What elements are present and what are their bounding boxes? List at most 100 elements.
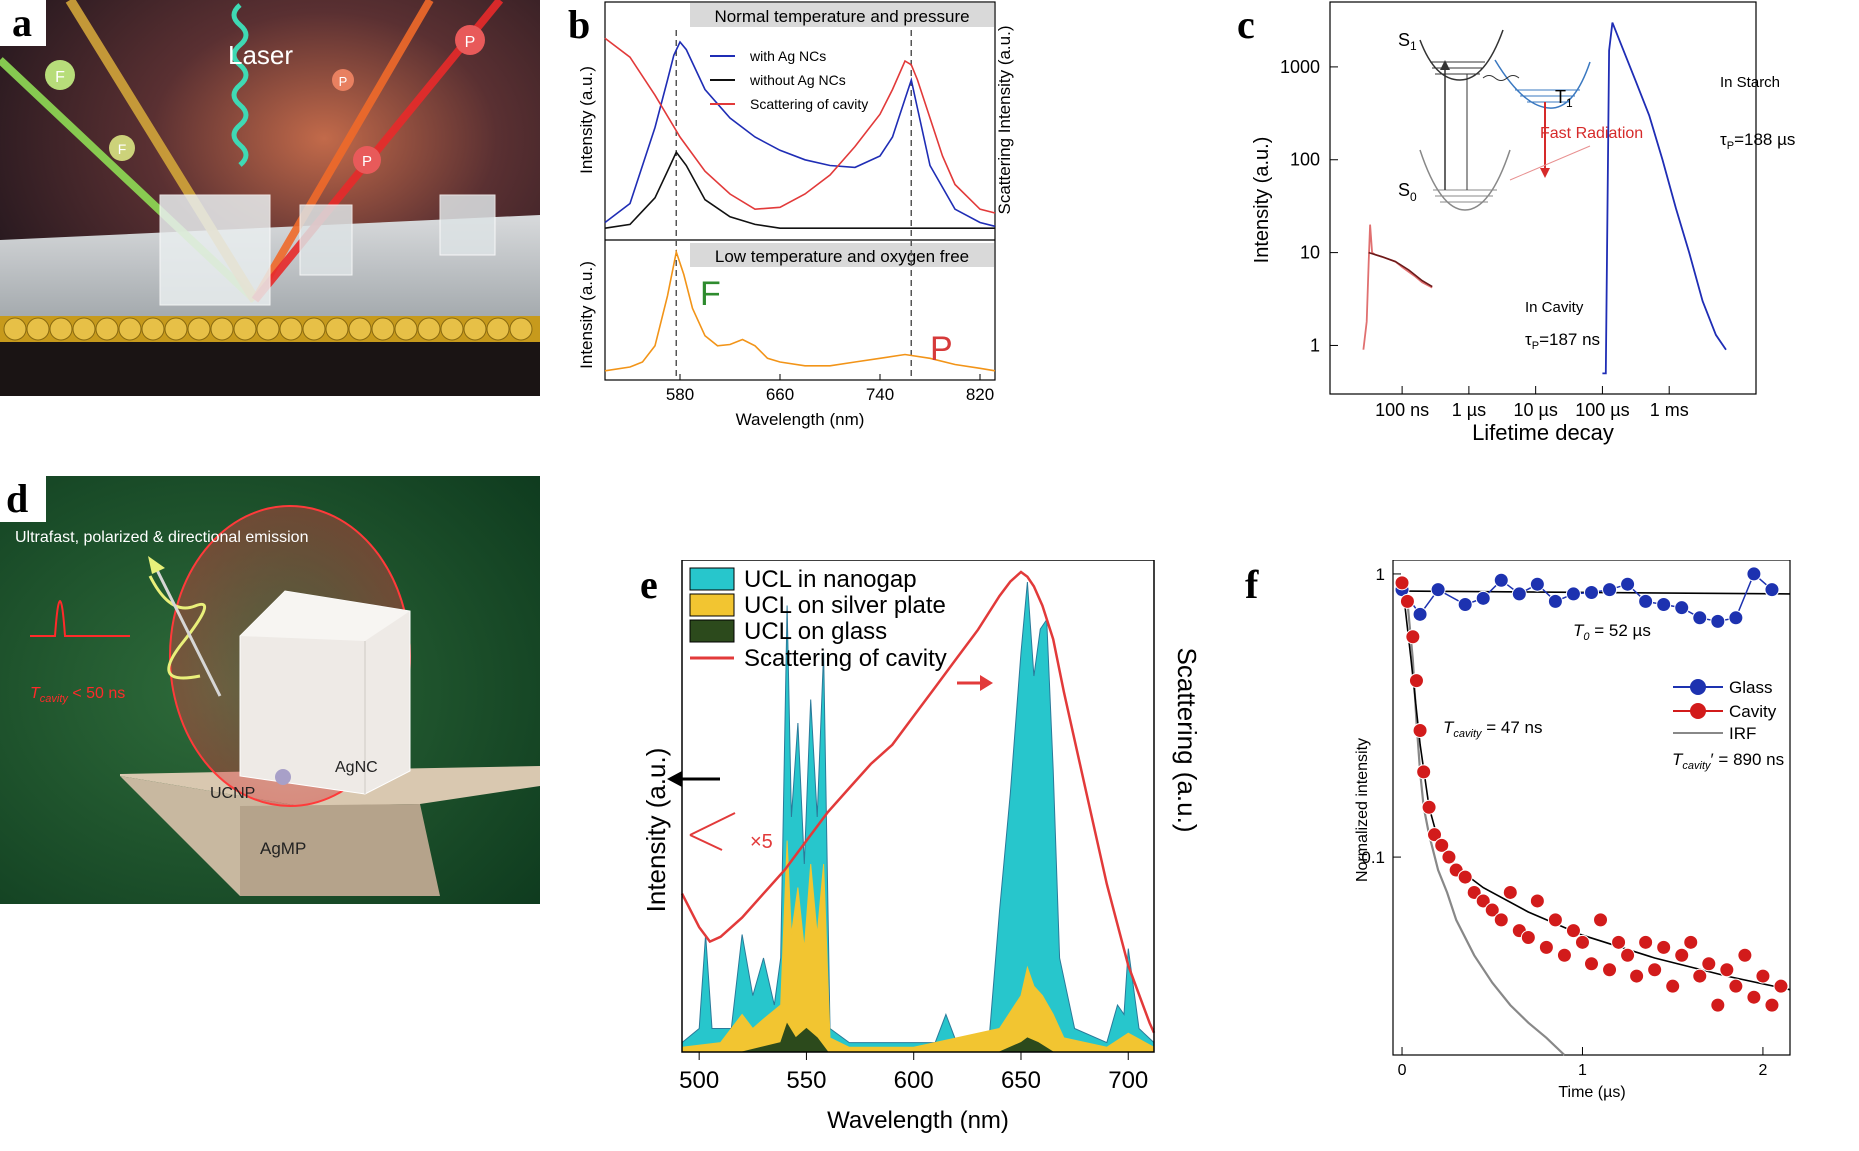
data-point-glass [1674,600,1690,616]
series-line-top-2 [604,37,996,214]
svg-text:1: 1 [1410,39,1417,53]
x-tick-label: 660 [766,385,794,404]
panel-a-illustration: Laser P P P F F a [0,0,540,396]
data-point-cavity [1493,912,1509,928]
data-point-cavity [1746,989,1762,1005]
bottom-banner: Low temperature and oxygen free [715,247,969,266]
annotation-P: P [930,330,953,368]
data-point-cavity [1638,934,1654,950]
data-point-cavity [1565,923,1581,939]
data-point-cavity [1764,997,1780,1013]
svg-text:F: F [118,141,127,157]
svg-text:S: S [1398,30,1410,50]
data-point-cavity [1475,893,1491,909]
y-tick-label: 0.1 [1361,848,1385,867]
legend-marker-glass [1690,679,1706,695]
y-tick-label: 1000 [1280,57,1320,77]
data-point-cavity [1728,978,1744,994]
x-tick-label: 580 [666,385,694,404]
data-point-cavity [1647,962,1663,978]
data-point-cavity [1620,947,1636,963]
data-point-cavity [1556,947,1572,963]
panel-label-bg [0,476,46,522]
phosphor-badge [353,146,381,174]
data-point-cavity [1701,956,1717,972]
laser-wave [231,3,249,167]
annot-t0: T0 = 52 µs [1573,621,1651,643]
data-point-cavity [1719,962,1735,978]
agmp-label: AgMP [260,839,306,858]
data-point-glass [1430,582,1446,598]
annot-x5: ×5 [750,831,773,853]
data-point-cavity [1755,968,1771,984]
headline: Ultrafast, polarized & directional emiss… [15,529,308,546]
fluorescence-badge [109,135,135,161]
x-tick-label: 1 µs [1452,400,1486,420]
data-point-glass [1638,593,1654,609]
phosphor-badge [332,69,354,91]
plot-frame [604,1,996,381]
data-point-cavity [1405,629,1421,645]
y-axis-label-right: Scattering Intensity (a.u.) [995,26,1014,215]
x-tick-label: 0 [1398,1062,1407,1079]
panel-label-b: b [568,2,590,47]
data-point-glass [1746,566,1762,582]
panel-label-c: c [1237,2,1255,47]
area-series-1 [681,840,1155,1053]
annot-starch-head: In Starch [1720,74,1780,91]
data-point-cavity [1547,912,1563,928]
data-point-glass [1475,590,1491,606]
data-point-glass [1493,572,1509,588]
cavity-fit-line [1368,251,1433,288]
panel-b: b Normal temperature and pressure Low te… [560,0,1190,440]
data-point-glass [1656,596,1672,612]
polarized-wave [148,575,206,680]
data-point-glass [1565,586,1581,602]
y-axis-label: Normalized intensity [1354,738,1371,882]
data-point-glass [1620,576,1636,592]
annot-tcavity: Tcavity = 47 ns [1443,718,1542,740]
data-point-glass [1529,576,1545,592]
data-point-glass [1764,582,1780,598]
scattering-line [680,570,1156,1034]
svg-text:P: P [465,34,476,51]
panel-d: Ultrafast, polarized & directional emiss… [0,476,540,904]
y-axis-label-top: Intensity (a.u.) [577,66,596,174]
fluorescence-badge [45,60,75,90]
y-axis-label-right: Scattering (a.u.) [1172,648,1200,833]
panel-d-illustration: Ultrafast, polarized & directional emiss… [0,476,540,904]
data-point-cavity [1520,930,1536,946]
x-axis-label: Time (µs) [1558,1084,1625,1101]
data-point-cavity [1629,968,1645,984]
x-tick-label: 1 ms [1650,400,1689,420]
top-banner: Normal temperature and pressure [714,7,969,26]
data-point-cavity [1529,893,1545,909]
data-point-glass [1412,606,1428,622]
x-tick-label: 820 [966,385,994,404]
panel-f: f 0.1 1 0 1 2 Glass Cavity IRF T0 = 52 µs T… [1235,559,1859,1146]
legend-scattering: Scattering of cavity [744,645,947,672]
data-point-cavity [1412,722,1428,738]
series-line-top-0 [604,40,996,228]
data-point-cavity [1602,962,1618,978]
data-point-cavity [1710,997,1726,1013]
data-point-glass [1511,586,1527,602]
series-line-1 [1602,22,1727,375]
data-point-cavity [1674,947,1690,963]
bottom-banner-bg [690,243,994,267]
ucnp-label: UCNP [210,785,255,802]
chart-e: e UCL in nanogap UCL on silver plate UCL… [640,559,1202,1134]
panel-a: Laser P P P F F a [0,0,540,396]
data-point-glass [1692,610,1708,626]
svg-text:P: P [362,153,372,170]
data-point-cavity [1611,934,1627,950]
data-point-cavity [1408,673,1424,689]
data-point-cavity [1656,939,1672,955]
x-tick-label: 700 [1108,1067,1148,1094]
data-point-cavity [1584,956,1599,972]
x-tick-label: 500 [679,1067,719,1094]
phosphor-badge [455,25,485,55]
small-cube-1 [299,204,353,276]
legend-irf: IRF [1729,724,1756,743]
y-tick-label: 1 [1310,335,1320,355]
